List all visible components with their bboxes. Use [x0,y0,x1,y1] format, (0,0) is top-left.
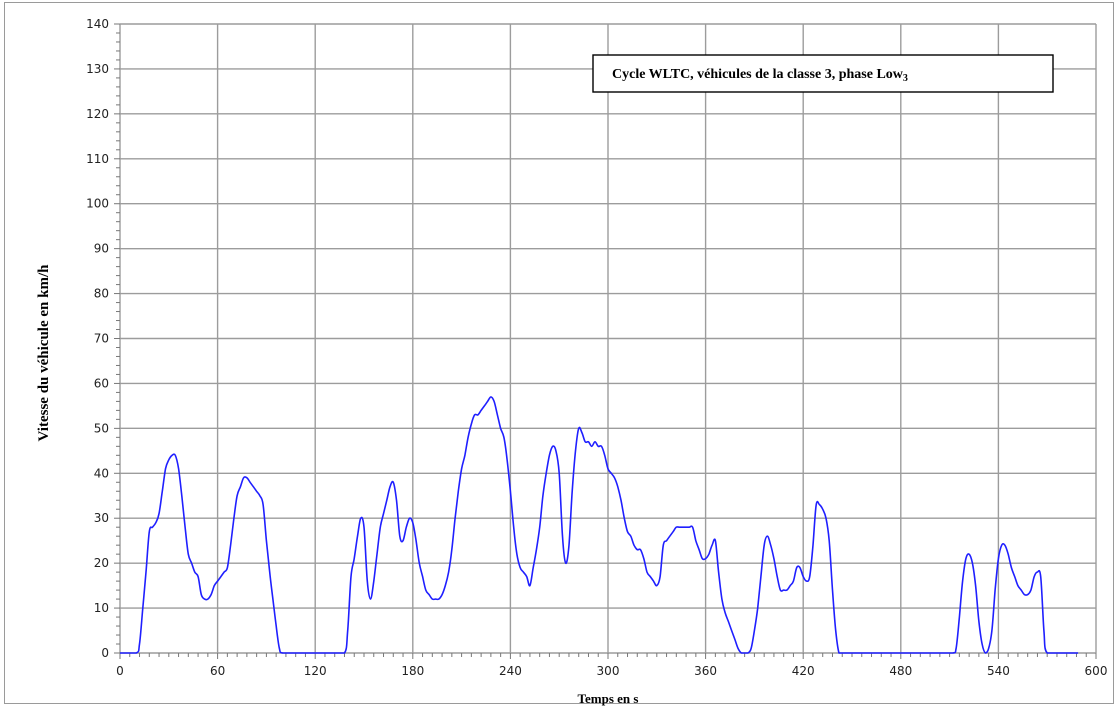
x-tick-label: 120 [304,664,327,678]
y-tick-label: 90 [94,242,109,256]
y-tick-label: 100 [86,197,109,211]
chart-title-text: Cycle WLTC, véhicules de la classe 3, ph… [612,67,904,82]
x-tick-label: 300 [597,664,620,678]
y-tick-label: 140 [86,17,109,31]
legend-box [592,54,1054,93]
y-tick-label: 10 [94,601,109,615]
x-tick-label: 240 [499,664,522,678]
x-tick-label: 0 [116,664,124,678]
x-tick-label: 540 [987,664,1010,678]
series-group [120,396,1079,654]
chart-frame [4,2,1114,704]
speed-series-line [120,396,1079,654]
x-tick-label: 600 [1085,664,1108,678]
chart-title: Cycle WLTC, véhicules de la classe 3, ph… [612,67,908,84]
y-axis-title: Vitesse du véhicule en km/h [36,264,52,442]
x-tick-labels: 0 60 120 180 240 300 360 420 480 540 600 [116,664,1107,678]
y-tick-label: 20 [94,556,109,570]
x-tick-label: 360 [694,664,717,678]
y-tick-label: 110 [86,152,109,166]
y-tick-label: 80 [94,287,109,301]
y-tick-label: 30 [94,511,109,525]
y-tick-labels: 0 10 20 30 40 50 60 70 80 90 100 110 120 130 140 [86,17,109,660]
y-tick-label: 40 [94,466,109,480]
y-tick-label: 50 [94,421,109,435]
legend: Cycle WLTC, véhicules de la classe 3, ph… [592,54,1054,93]
grid [119,23,1097,654]
x-tick-label: 480 [889,664,912,678]
chart-title-subscript: 3 [903,73,908,84]
x-tick-label: 60 [210,664,225,678]
y-tick-label: 0 [101,646,109,660]
y-tick-label: 130 [86,62,109,76]
x-axis-title: Temps en s [578,691,639,706]
y-tick-label: 120 [86,107,109,121]
x-tick-label: 180 [401,664,424,678]
y-tick-label: 70 [94,332,109,346]
x-tick-label: 420 [792,664,815,678]
y-tick-label: 60 [94,376,109,390]
